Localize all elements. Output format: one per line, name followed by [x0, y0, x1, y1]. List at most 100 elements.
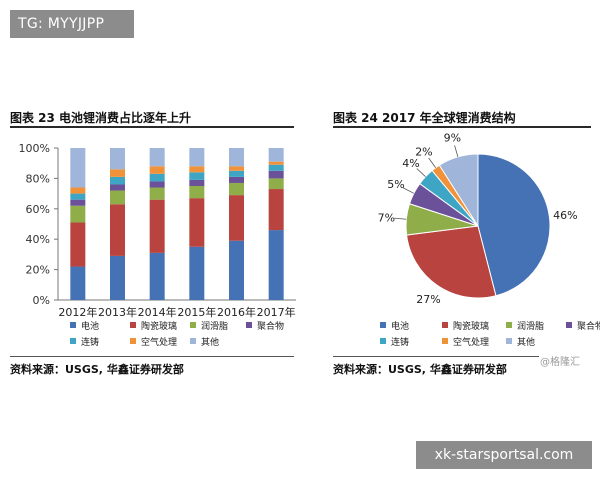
- bar-segment-item-1: [229, 195, 244, 241]
- pie-chart-title: 图表 24 2017 年全球锂消费结构: [333, 111, 516, 125]
- bar-segment-item-3: [149, 181, 165, 188]
- pie-leader-line: [428, 157, 437, 168]
- y-tick-label: 0%: [33, 294, 50, 307]
- legend-label: 润滑脂: [517, 320, 544, 332]
- pie-chart-title-rule: [333, 126, 591, 128]
- bar-segment-item-2: [268, 178, 284, 190]
- bar-segment-item-6: [149, 148, 165, 167]
- bar-segment-item-0: [70, 266, 86, 300]
- legend-label: 连铸: [391, 336, 409, 348]
- legend-swatch: [246, 322, 252, 328]
- legend-label: 空气处理: [141, 336, 177, 348]
- pie-leader-line: [454, 145, 459, 157]
- legend-swatch: [442, 322, 448, 328]
- bar-segment-item-6: [110, 148, 125, 170]
- legend-label: 聚合物: [577, 320, 600, 332]
- pie-data-label: 4%: [402, 157, 419, 170]
- y-tick-label: 40%: [26, 233, 50, 246]
- bar-source-rule: [10, 356, 294, 357]
- bar-segment-item-1: [70, 222, 86, 267]
- bar-segment-item-3: [110, 184, 125, 191]
- pie-data-label: 27%: [416, 293, 440, 306]
- bar-segment-item-0: [268, 230, 284, 300]
- bar-segment-item-6: [268, 148, 284, 162]
- legend-swatch: [130, 322, 136, 328]
- bar-segment-item-5: [268, 161, 284, 165]
- bar-segment-item-5: [229, 166, 244, 171]
- pie-leader-line: [402, 187, 415, 194]
- stacked-bar-chart: 0%20%40%60%80%100%2012年 2013年 2014年 2015年 20…: [19, 142, 296, 348]
- bar-segment-item-5: [70, 187, 86, 194]
- legend-label: 陶瓷玻璃: [453, 320, 489, 332]
- bar-segment-item-0: [149, 252, 165, 300]
- bar-segment-item-2: [110, 190, 125, 205]
- legend-label: 连铸: [81, 336, 99, 348]
- pie-leader-line: [416, 168, 426, 178]
- y-tick-label: 60%: [26, 203, 50, 216]
- bar-segment-item-6: [70, 148, 86, 188]
- bar-segment-item-3: [268, 170, 284, 179]
- x-tick-label: 2017年: [257, 305, 296, 319]
- x-tick-label: 2012年: [58, 305, 97, 319]
- bar-segment-item-0: [189, 246, 205, 300]
- bar-segment-item-4: [70, 193, 86, 200]
- bar-segment-item-3: [189, 179, 205, 186]
- bar-segment-item-1: [268, 189, 284, 231]
- legend-swatch: [130, 338, 136, 344]
- bar-segment-item-2: [149, 187, 165, 200]
- legend-label: 其他: [201, 336, 219, 348]
- bar-segment-item-0: [110, 255, 125, 300]
- bar-chart-source: 资料来源：USGS, 华鑫证券研发部: [10, 363, 184, 376]
- pie-leader-line: [394, 217, 407, 220]
- bar-segment-item-4: [229, 170, 244, 177]
- legend-swatch: [190, 322, 196, 328]
- bar-segment-item-4: [110, 176, 125, 185]
- pie-data-label: 9%: [444, 132, 461, 145]
- legend-label: 陶瓷玻璃: [141, 320, 177, 332]
- x-tick-label: 2014年: [138, 305, 177, 319]
- legend-swatch: [70, 338, 76, 344]
- y-tick-label: 100%: [19, 142, 50, 155]
- bar-segment-item-5: [189, 166, 205, 173]
- legend-swatch: [442, 338, 448, 344]
- x-tick-label: 2015年: [177, 305, 216, 319]
- legend-swatch: [380, 322, 386, 328]
- pie-data-label: 46%: [553, 209, 577, 222]
- bar-segment-item-1: [149, 199, 165, 253]
- bar-chart-title-rule: [10, 126, 294, 128]
- legend-label: 其他: [517, 336, 535, 348]
- legend-swatch: [70, 322, 76, 328]
- y-tick-label: 80%: [26, 172, 50, 185]
- pie-data-label: 5%: [387, 178, 404, 191]
- watermark-bottom: xk-starsportsal.com: [416, 441, 592, 469]
- bar-segment-item-3: [229, 176, 244, 183]
- legend-swatch: [380, 338, 386, 344]
- bar-segment-item-1: [189, 198, 205, 247]
- legend-label: 电池: [391, 320, 409, 332]
- bar-segment-item-6: [189, 148, 205, 167]
- legend-swatch: [506, 338, 512, 344]
- bar-segment-item-2: [189, 186, 205, 199]
- bar-segment-item-6: [229, 148, 244, 167]
- pie-slice-item-1: [406, 225, 497, 299]
- legend-swatch: [190, 338, 196, 344]
- x-tick-label: 2016年: [217, 305, 256, 319]
- bar-segment-item-1: [110, 204, 125, 256]
- bar-segment-item-4: [189, 172, 205, 180]
- legend-swatch: [566, 322, 572, 328]
- bar-segment-item-4: [268, 164, 284, 171]
- pie-slice-item-0: [477, 153, 551, 297]
- legend-label: 空气处理: [453, 336, 489, 348]
- pie-source-rule: [333, 356, 539, 357]
- bar-segment-item-3: [70, 199, 86, 206]
- bar-segment-item-5: [149, 166, 165, 174]
- pie-data-label: 7%: [378, 211, 395, 224]
- corner-watermark: @格隆汇: [540, 357, 580, 368]
- bar-segment-item-5: [110, 169, 125, 177]
- legend-label: 润滑脂: [201, 320, 228, 332]
- bar-segment-item-2: [70, 205, 86, 223]
- bar-chart-title: 图表 23 电池锂消费占比逐年上升: [10, 111, 192, 125]
- pie-chart-source: 资料来源：USGS, 华鑫证券研发部: [333, 363, 507, 376]
- legend-label: 电池: [81, 320, 99, 332]
- x-tick-label: 2013年: [98, 305, 137, 319]
